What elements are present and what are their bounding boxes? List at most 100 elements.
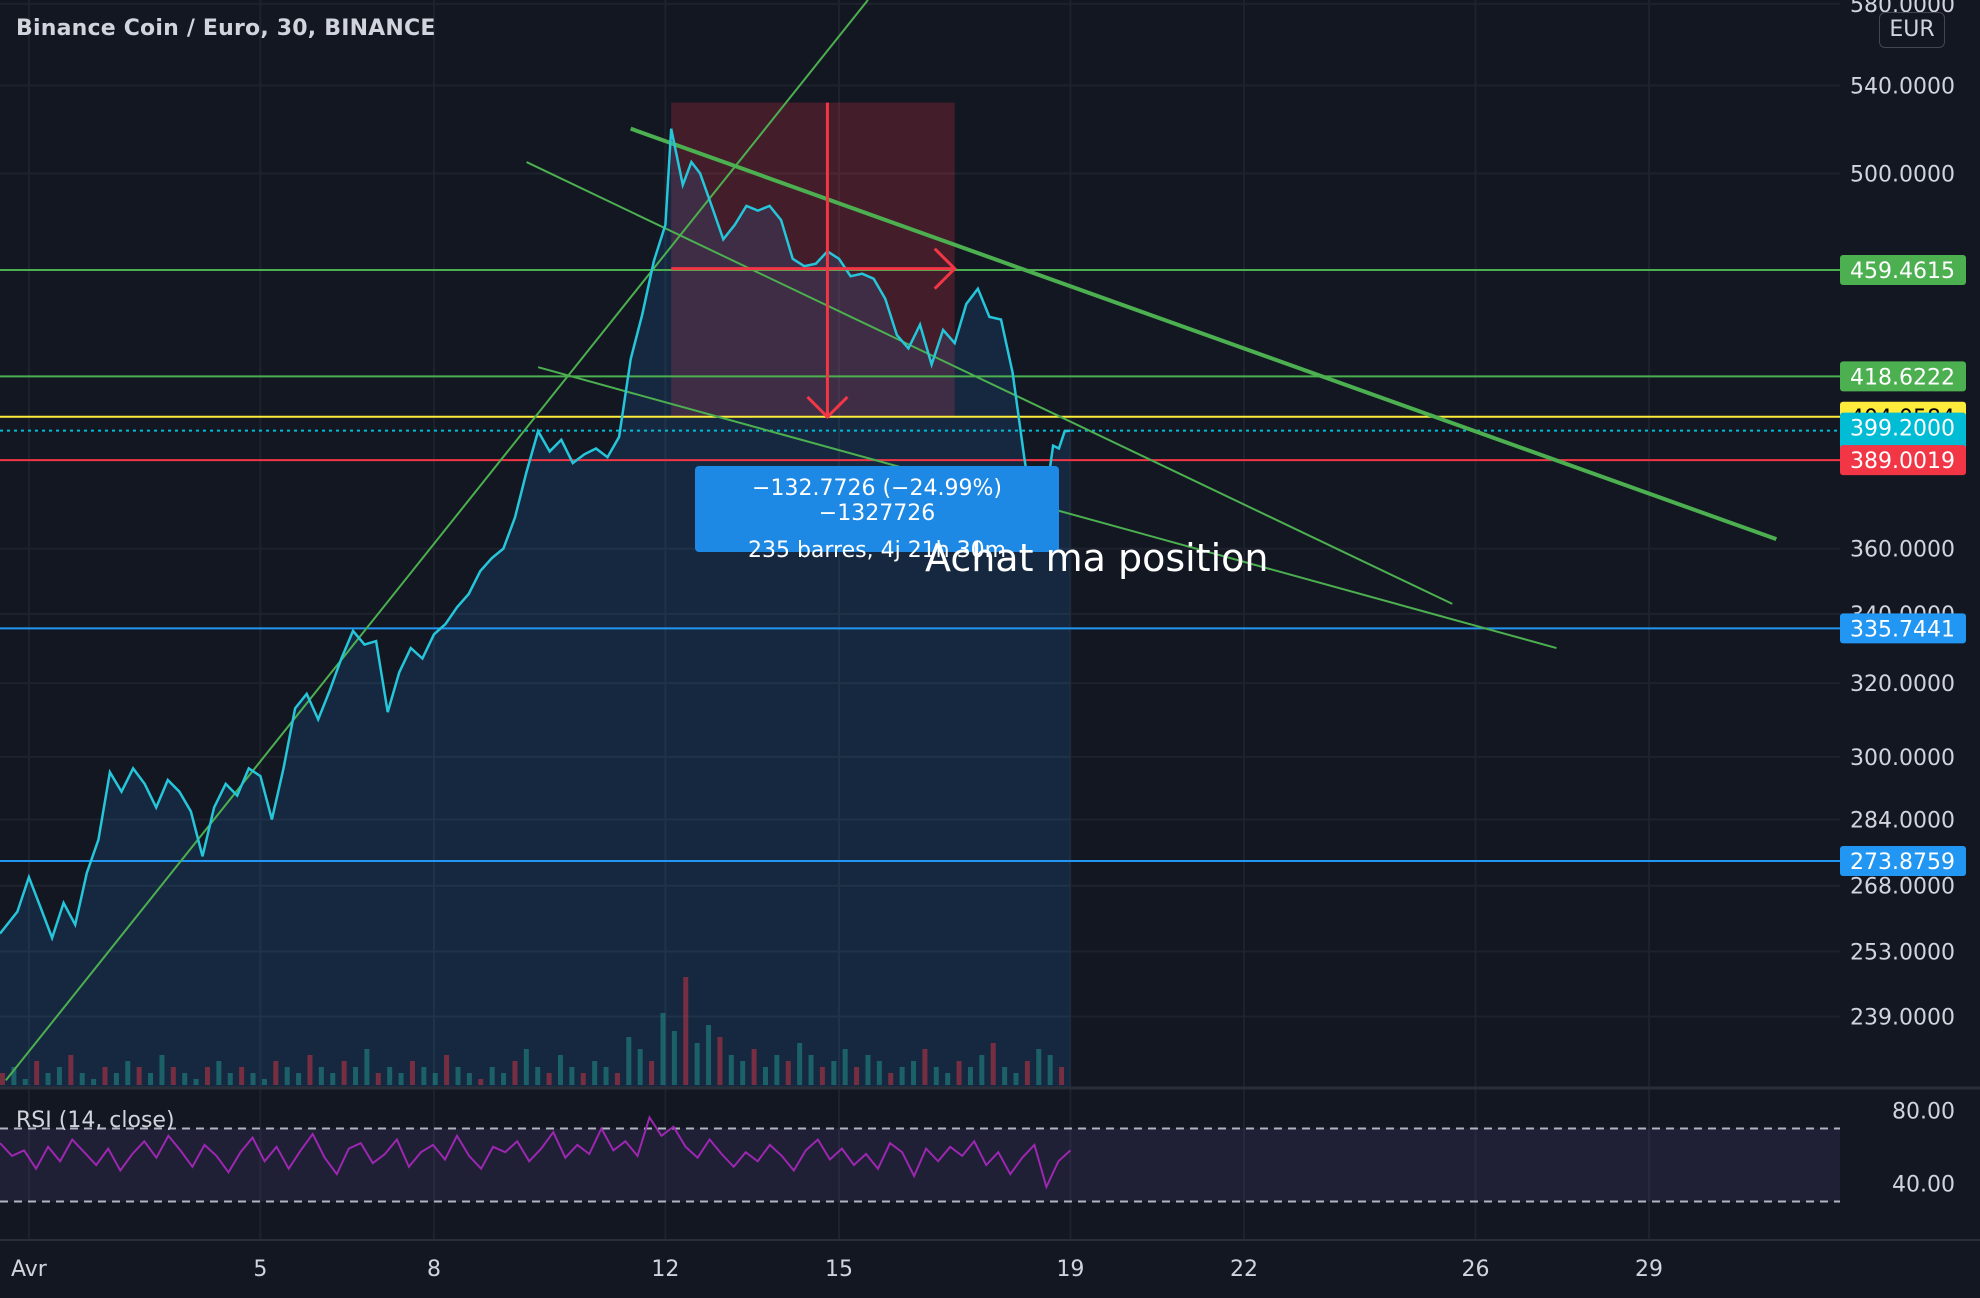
rsi-tick-label: 80.00	[1892, 1099, 1955, 1124]
volume-bar	[728, 1055, 734, 1085]
volume-bar	[637, 1049, 643, 1085]
volume-bar	[239, 1067, 245, 1085]
x-tick-label: 5	[253, 1257, 267, 1282]
volume-bar	[523, 1049, 529, 1085]
y-tick-label: 300.0000	[1850, 746, 1955, 771]
volume-bar	[159, 1055, 165, 1085]
y-tick-label: 360.0000	[1850, 538, 1955, 563]
volume-bar	[888, 1073, 894, 1085]
volume-bar	[56, 1067, 62, 1085]
volume-bar	[649, 1061, 655, 1085]
volume-bar	[671, 1031, 677, 1085]
volume-bar	[740, 1061, 746, 1085]
volume-bar	[660, 1013, 666, 1085]
y-tick-label: 500.0000	[1850, 162, 1955, 187]
volume-bar	[79, 1073, 85, 1085]
volume-bar	[899, 1067, 905, 1085]
volume-bar	[170, 1067, 176, 1085]
trendline	[526, 161, 1453, 605]
measure-arrow-vertical-head	[806, 395, 849, 420]
price-level-badge	[1840, 361, 1966, 392]
rsi-line	[0, 1115, 1072, 1190]
volume-bar	[318, 1067, 324, 1085]
volume-bar	[967, 1067, 973, 1085]
volume-bar	[353, 1067, 359, 1085]
volume-bar	[398, 1073, 404, 1085]
price-level-badge	[1840, 255, 1966, 286]
volume-bar	[797, 1043, 803, 1085]
trendline	[630, 126, 1778, 542]
rsi-indicator-label[interactable]: RSI (14, close)	[16, 1108, 175, 1133]
y-tick-label: 268.0000	[1850, 875, 1955, 900]
price-level-badge-text: 459.4615	[1850, 259, 1955, 284]
volume-bar	[227, 1073, 233, 1085]
measure-arrow-horizontal-head	[933, 247, 957, 290]
volume-bar	[762, 1067, 768, 1085]
volume-bar	[261, 1079, 267, 1085]
volume-bar	[1013, 1073, 1019, 1085]
volume-bar	[409, 1061, 415, 1085]
volume-bar	[865, 1055, 871, 1085]
x-tick-label: 8	[427, 1257, 441, 1282]
volume-bar	[307, 1055, 313, 1085]
volume-bar	[546, 1073, 552, 1085]
x-tick-label: 22	[1230, 1257, 1258, 1282]
volume-bar	[113, 1073, 119, 1085]
volume-bar	[204, 1067, 210, 1085]
volume-bar	[125, 1061, 131, 1085]
volume-bar	[22, 1079, 28, 1085]
volume-bar	[831, 1061, 837, 1085]
volume-bar	[11, 1067, 17, 1085]
volume-bar	[375, 1073, 381, 1085]
volume-bar	[1047, 1055, 1053, 1085]
volume-bar	[1059, 1067, 1065, 1085]
volume-bar	[626, 1037, 632, 1085]
volume-bar	[444, 1055, 450, 1085]
volume-bar	[706, 1025, 712, 1085]
chart-title: Binance Coin / Euro, 30, BINANCE	[16, 16, 436, 41]
volume-bar	[148, 1073, 154, 1085]
volume-bar	[990, 1043, 996, 1085]
volume-bar	[751, 1049, 757, 1085]
price-area	[0, 128, 1071, 1088]
volume-bar	[273, 1061, 279, 1085]
volume-bar	[182, 1073, 188, 1085]
price-level-badge-text: 389.0019	[1850, 449, 1955, 474]
volume-bar	[956, 1061, 962, 1085]
volume-bar	[296, 1073, 302, 1085]
currency-selector[interactable]: EUR	[1879, 12, 1945, 48]
price-level-badge	[1840, 445, 1966, 476]
volume-bar	[580, 1073, 586, 1085]
volume-bar	[455, 1067, 461, 1085]
x-tick-label: 19	[1056, 1257, 1084, 1282]
volume-bar	[387, 1067, 393, 1085]
volume-bar	[854, 1067, 860, 1085]
volume-bar	[808, 1055, 814, 1085]
x-tick-label: 26	[1461, 1257, 1489, 1282]
price-axis-background	[1840, 0, 1980, 1294]
trendline	[5, 0, 869, 1082]
volume-bar	[842, 1049, 848, 1085]
measure-region	[671, 102, 955, 417]
volume-bar	[1024, 1061, 1030, 1085]
price-level-badge	[1840, 613, 1966, 644]
volume-bar	[136, 1067, 142, 1085]
volume-bar	[876, 1061, 882, 1085]
price-level-badge-text: 399.2000	[1850, 417, 1955, 442]
x-tick-label: Avr	[11, 1257, 48, 1282]
volume-bar	[785, 1061, 791, 1085]
volume-bar	[330, 1073, 336, 1085]
volume-bar	[819, 1067, 825, 1085]
volume-bar	[945, 1073, 951, 1085]
volume-bar	[0, 1073, 5, 1085]
volume-bar	[569, 1067, 575, 1085]
volume-bar	[557, 1055, 563, 1085]
annotation-text[interactable]: Achat ma position	[925, 536, 1269, 580]
price-line	[0, 128, 1071, 942]
volume-bar	[284, 1067, 290, 1085]
measure-tooltip: −132.7726 (−24.99%) −1327726 235 barres,…	[695, 466, 1059, 563]
volume-bar	[614, 1073, 620, 1085]
volume-bar	[911, 1061, 917, 1085]
